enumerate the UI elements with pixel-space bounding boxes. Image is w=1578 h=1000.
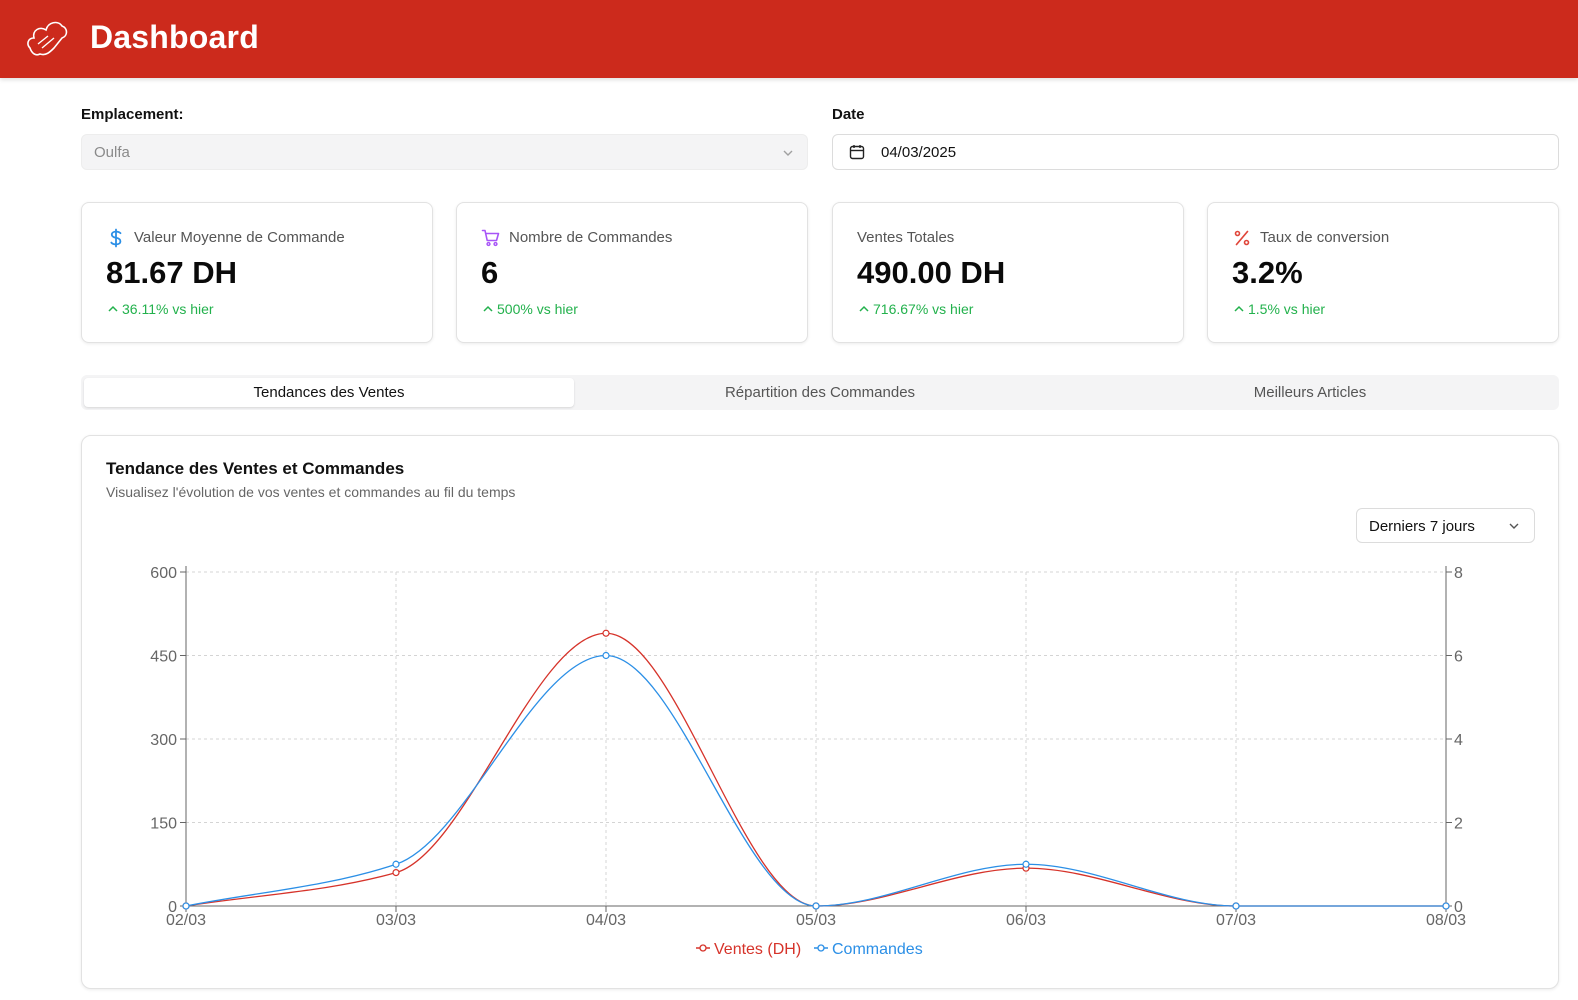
x-tick-label: 03/03 bbox=[376, 912, 416, 929]
legend-sales-label: Ventes (DH) bbox=[714, 941, 801, 958]
cart-icon bbox=[481, 229, 500, 247]
chart-panel: Tendance des Ventes et Commandes Visuali… bbox=[81, 435, 1559, 989]
kpi-delta: 1.5% vs hier bbox=[1232, 301, 1325, 317]
y-right-tick-label: 8 bbox=[1454, 565, 1463, 582]
data-point-orders bbox=[182, 902, 190, 910]
kpi-card-order-count: Nombre de Commandes 6 500% vs hier bbox=[456, 202, 808, 343]
tab-bar: Tendances des Ventes Répartition des Com… bbox=[81, 375, 1559, 410]
kpi-card-average-order: Valeur Moyenne de Commande 81.67 DH 36.1… bbox=[81, 202, 433, 343]
kpi-value: 490.00 DH bbox=[857, 255, 1006, 290]
y-left-tick-label: 600 bbox=[150, 565, 177, 582]
chef-hat-logo-icon[interactable] bbox=[24, 14, 70, 58]
kpi-card-conversion-rate: Taux de conversion 3.2% 1.5% vs hier bbox=[1207, 202, 1559, 343]
sales-orders-line-chart: 0 150 300 450 600 0 2 4 6 8 02/03 03/03 04/03 05/03 06… bbox=[150, 565, 1466, 958]
y-right-tick-label: 6 bbox=[1454, 649, 1463, 666]
y-left-tick-label: 300 bbox=[150, 732, 177, 749]
chevron-up-icon bbox=[1234, 305, 1244, 312]
kpi-label: Valeur Moyenne de Commande bbox=[134, 229, 345, 246]
chevron-up-icon bbox=[108, 305, 118, 312]
x-tick-label: 08/03 bbox=[1426, 912, 1466, 929]
kpi-delta-text: 500% vs hier bbox=[497, 301, 578, 317]
kpi-delta-text: 1.5% vs hier bbox=[1248, 301, 1326, 317]
date-value: 04/03/2025 bbox=[881, 144, 957, 161]
chevron-down-icon bbox=[783, 150, 793, 156]
data-point-orders bbox=[1232, 902, 1240, 910]
y-left-tick-label: 150 bbox=[150, 816, 177, 833]
legend-orders-label: Commandes bbox=[832, 941, 923, 958]
location-select-value: Oulfa bbox=[94, 144, 130, 161]
data-point-sales bbox=[392, 869, 400, 877]
kpi-label: Nombre de Commandes bbox=[509, 229, 673, 246]
x-tick-label: 02/03 bbox=[166, 912, 206, 929]
y-right-tick-label: 2 bbox=[1454, 816, 1463, 833]
chevron-up-icon bbox=[483, 305, 493, 312]
date-label: Date bbox=[832, 106, 865, 123]
kpi-value: 6 bbox=[481, 255, 499, 290]
date-range-value: Derniers 7 jours bbox=[1369, 518, 1475, 535]
kpi-delta: 716.67% vs hier bbox=[857, 301, 973, 317]
y-right-tick-label: 4 bbox=[1454, 732, 1463, 749]
kpi-delta: 36.11% vs hier bbox=[106, 301, 214, 317]
kpi-value: 3.2% bbox=[1232, 255, 1303, 290]
y-left-tick-label: 0 bbox=[168, 899, 177, 916]
series-line-orders bbox=[185, 654, 1446, 907]
tab-sales-trends[interactable]: Tendances des Ventes bbox=[84, 378, 574, 407]
app-header: Dashboard bbox=[0, 0, 1578, 78]
kpi-delta-text: 36.11% vs hier bbox=[122, 301, 214, 317]
percent-icon bbox=[1234, 230, 1250, 246]
chevron-up-icon bbox=[859, 305, 869, 312]
data-point-orders bbox=[602, 651, 610, 660]
data-point-orders bbox=[1442, 902, 1450, 910]
data-point-orders bbox=[392, 860, 400, 868]
data-point-sales bbox=[602, 629, 610, 637]
legend-sales-marker-dot bbox=[699, 944, 707, 952]
kpi-delta: 500% vs hier bbox=[481, 301, 578, 317]
x-tick-label: 07/03 bbox=[1216, 912, 1256, 929]
data-point-orders bbox=[1022, 860, 1030, 868]
calendar-icon bbox=[849, 145, 865, 160]
chart-panel-title: Tendance des Ventes et Commandes bbox=[106, 459, 405, 478]
kpi-label: Ventes Totales bbox=[857, 229, 955, 246]
y-right-tick-label: 0 bbox=[1454, 899, 1463, 916]
chart-panel-subtitle: Visualisez l'évolution de vos ventes et … bbox=[106, 484, 516, 500]
data-point-orders bbox=[812, 902, 820, 910]
date-picker[interactable]: 04/03/2025 bbox=[832, 134, 1559, 170]
location-label: Emplacement: bbox=[81, 106, 184, 123]
x-tick-label: 04/03 bbox=[586, 912, 626, 929]
legend-orders-marker-dot bbox=[817, 944, 825, 952]
y-left-tick-label: 450 bbox=[150, 649, 177, 666]
chevron-down-icon bbox=[1509, 523, 1519, 529]
page-title: Dashboard bbox=[90, 19, 259, 55]
tab-order-breakdown[interactable]: Répartition des Commandes bbox=[724, 384, 916, 401]
dollar-icon bbox=[110, 228, 122, 248]
x-tick-label: 05/03 bbox=[796, 912, 836, 929]
location-select[interactable]: Oulfa bbox=[81, 134, 808, 170]
kpi-card-total-sales: Ventes Totales 490.00 DH 716.67% vs hier bbox=[832, 202, 1184, 343]
date-range-select[interactable]: Derniers 7 jours bbox=[1356, 508, 1535, 543]
kpi-delta-text: 716.67% vs hier bbox=[873, 301, 974, 317]
kpi-value: 81.67 DH bbox=[106, 255, 237, 290]
tab-best-items[interactable]: Meilleurs Articles bbox=[1253, 384, 1367, 401]
kpi-label: Taux de conversion bbox=[1260, 229, 1390, 246]
x-tick-label: 06/03 bbox=[1006, 912, 1046, 929]
